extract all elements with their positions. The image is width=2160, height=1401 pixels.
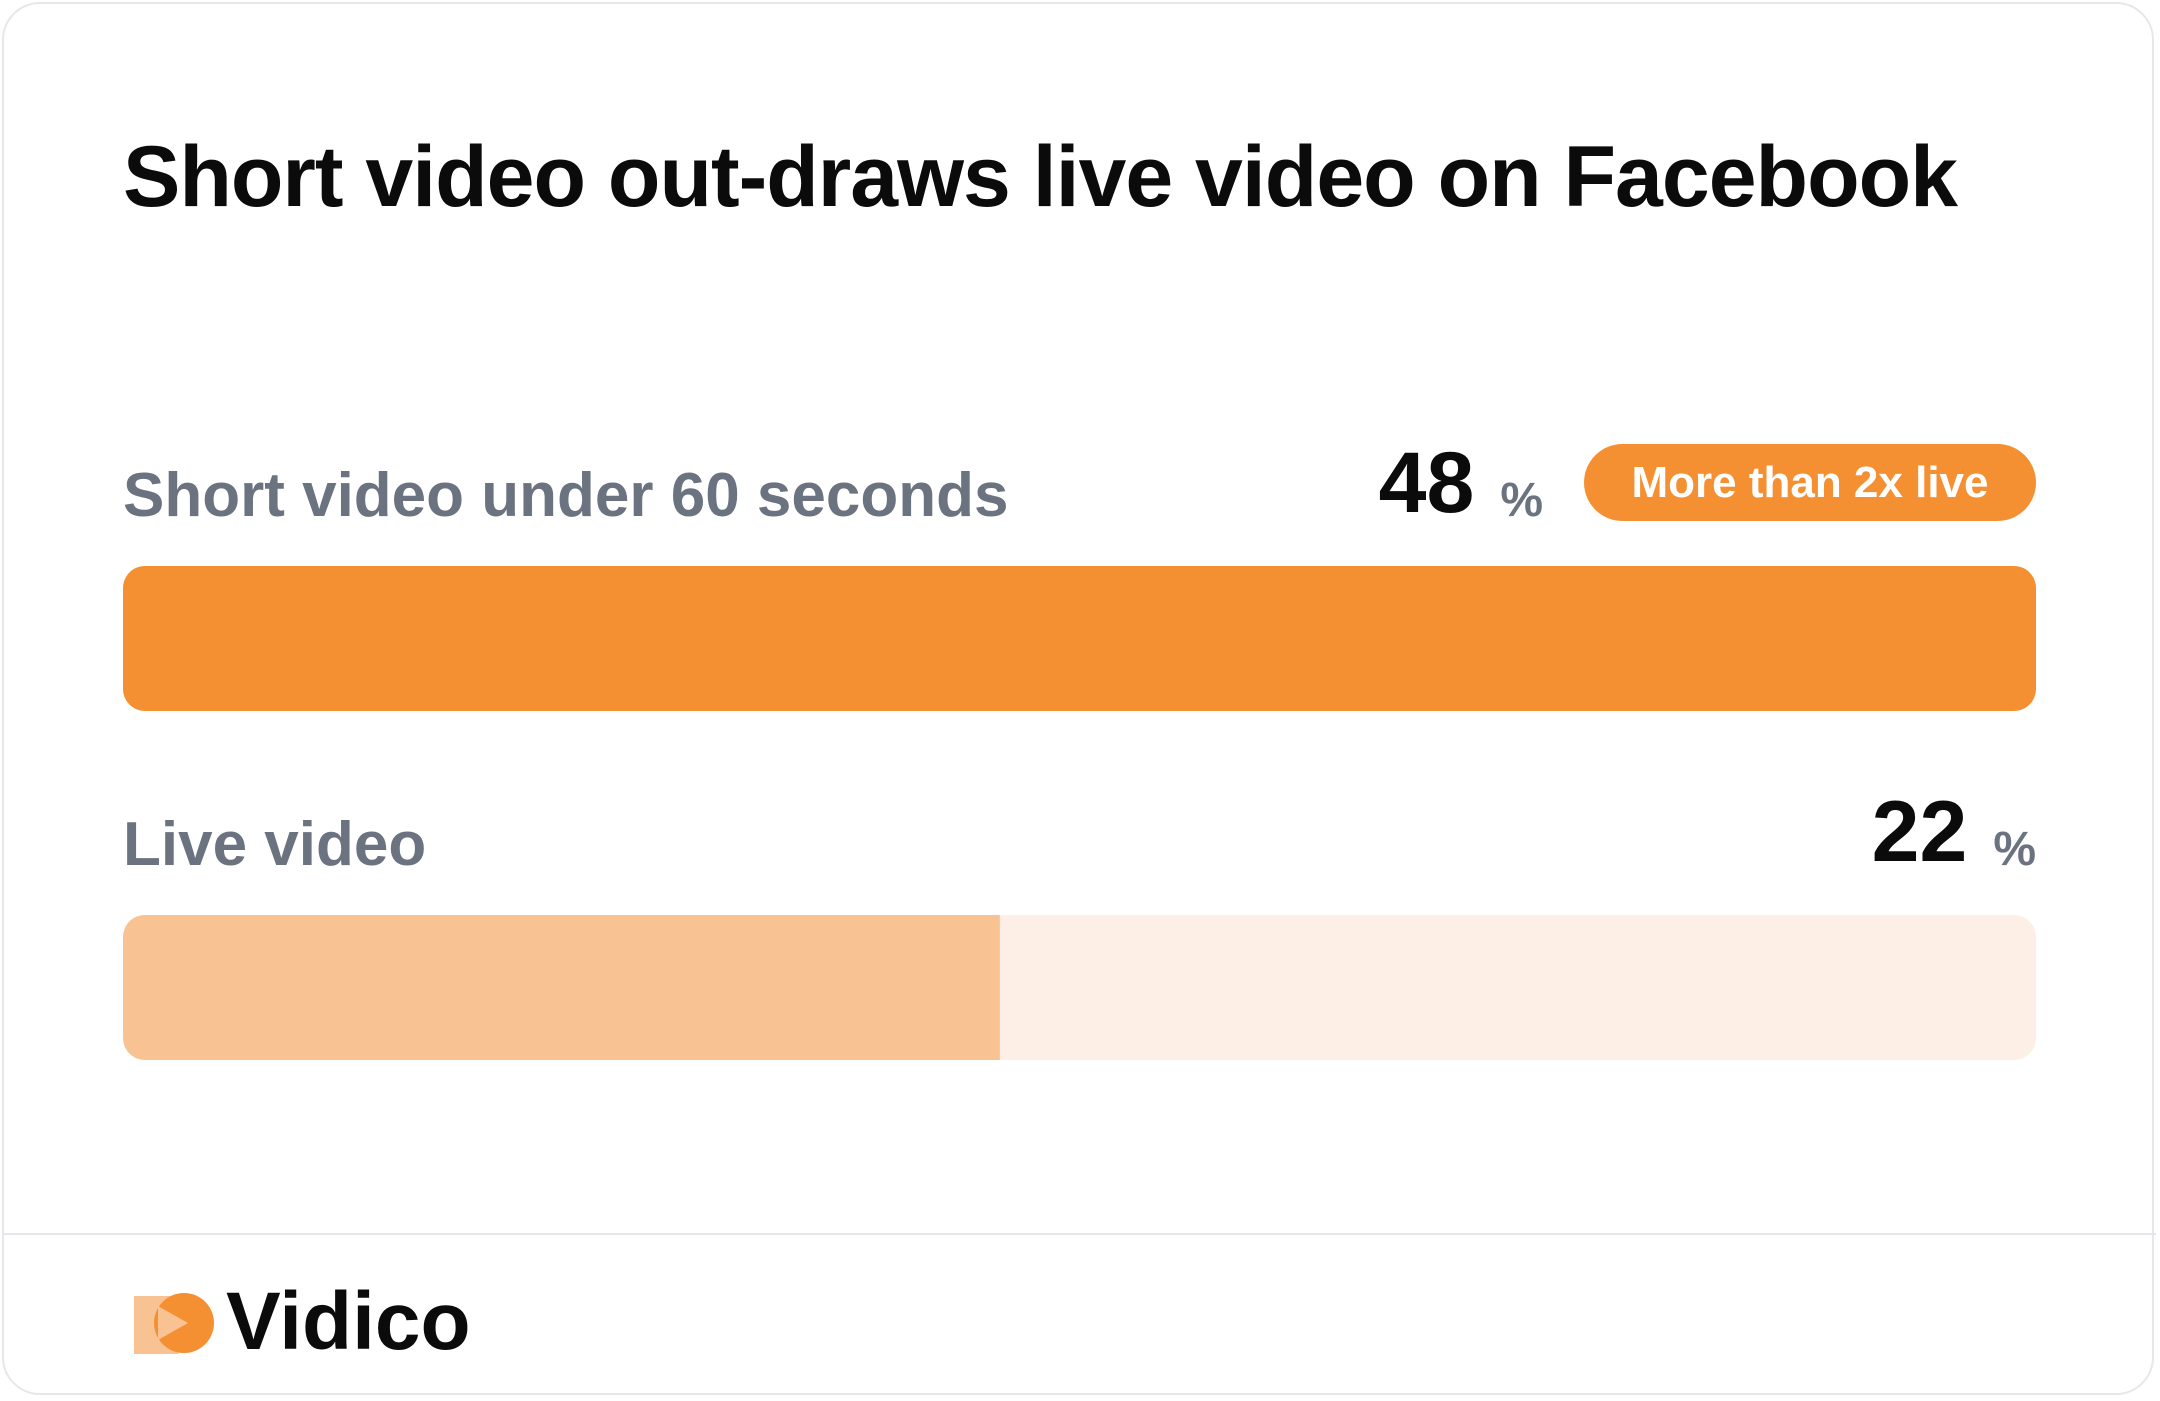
value-label: 48 xyxy=(1379,435,1475,531)
brand: Vidico xyxy=(226,1276,471,1367)
bar xyxy=(123,915,1000,1060)
chart-title: Short video out-draws live video on Face… xyxy=(123,129,1958,225)
category-label: Live video xyxy=(123,810,426,879)
logo-icon xyxy=(134,1293,214,1354)
annotation-badge xyxy=(1584,444,2036,521)
bar xyxy=(123,566,2036,711)
unit-label: % xyxy=(1993,823,2036,876)
value-label: 22 xyxy=(1872,784,1968,880)
category-label: Short video under 60 seconds xyxy=(123,461,1008,530)
unit-label: % xyxy=(1500,474,1543,527)
annotation: More than 2x live xyxy=(1631,458,1988,507)
